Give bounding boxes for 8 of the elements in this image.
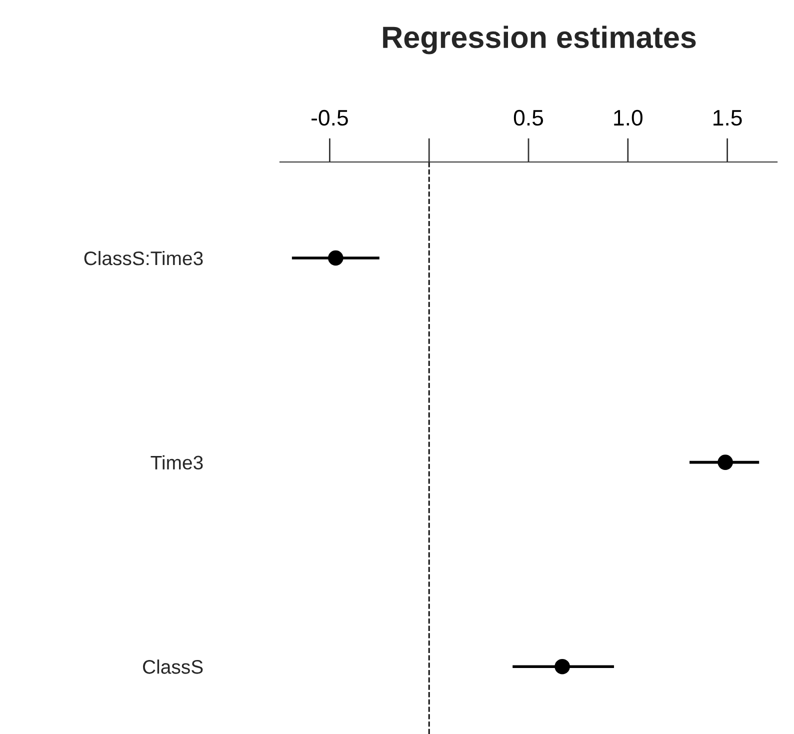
x-tick-label: 0.5 xyxy=(514,110,544,126)
y-tick-label: ClassS xyxy=(143,660,203,674)
x-tick-label: 1.0 xyxy=(614,110,642,126)
y-tick-label: Time3 xyxy=(150,455,203,470)
x-tick-label: -0.5 xyxy=(312,110,348,126)
x-tick-label: 1.5 xyxy=(714,110,742,126)
y-tick-label: ClassS:Time3 xyxy=(84,250,203,266)
chart-title: Regression estimates xyxy=(383,26,696,54)
